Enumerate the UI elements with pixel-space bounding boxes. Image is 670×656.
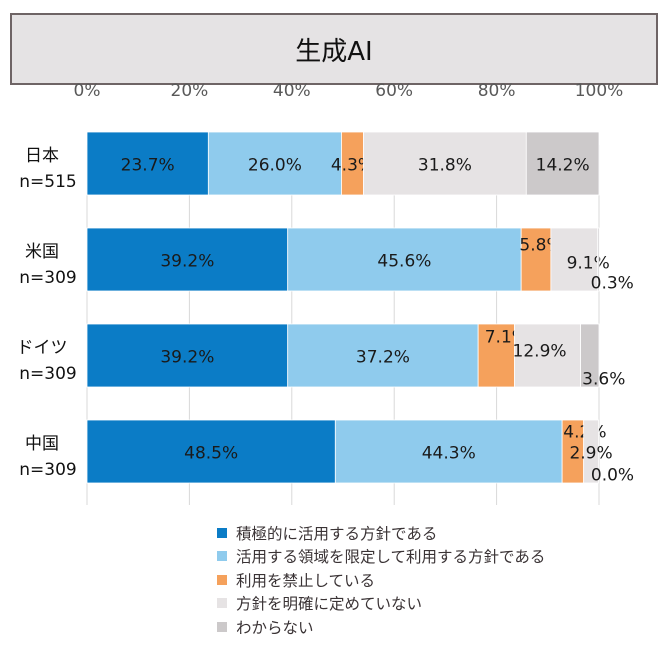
category-label: 米国 xyxy=(25,242,59,262)
legend-item: 利用を禁止している xyxy=(217,568,545,592)
data-label: 12.9% xyxy=(513,342,567,362)
bar-segment xyxy=(86,323,289,388)
data-label: 26.0% xyxy=(248,156,302,176)
category-n: n=309 xyxy=(19,460,76,480)
data-label: 39.2% xyxy=(160,348,214,368)
data-label: 44.3% xyxy=(422,444,476,464)
x-tick-label: 20% xyxy=(171,81,209,101)
bar-segment xyxy=(207,131,342,196)
data-label: 0.3% xyxy=(591,274,634,294)
legend-swatch xyxy=(217,598,227,609)
legend-swatch xyxy=(217,527,227,538)
legend-item: 積極的に活用する方針である xyxy=(217,521,545,545)
data-label: 2.9% xyxy=(569,444,612,464)
legend-swatch xyxy=(217,551,227,562)
data-label: 39.2% xyxy=(160,252,214,272)
legend-item: 活用する領域を限定して利用する方針である xyxy=(217,545,545,569)
category-n: n=309 xyxy=(19,268,76,288)
x-tick-label: 0% xyxy=(74,81,101,101)
legend-item: 方針を明確に定めていない xyxy=(217,592,545,616)
data-label: 9.1% xyxy=(567,254,610,274)
chart-title: 生成AI xyxy=(10,13,658,85)
x-tick-label: 40% xyxy=(273,81,311,101)
legend-label: 方針を明確に定めていない xyxy=(236,595,423,614)
data-label: 48.5% xyxy=(184,444,238,464)
legend-swatch xyxy=(217,574,227,585)
bar-segment xyxy=(520,227,552,292)
bar-segment xyxy=(525,131,600,196)
category-label: ドイツ xyxy=(17,338,68,358)
bar-segment xyxy=(477,323,515,388)
legend-label: 利用を禁止している xyxy=(236,571,376,590)
bar-segment xyxy=(86,131,209,196)
legend-label: わからない xyxy=(236,618,314,637)
x-tick-label: 60% xyxy=(375,81,413,101)
data-label: 31.8% xyxy=(418,156,472,176)
bar-segment xyxy=(334,419,563,484)
bar-segment xyxy=(86,419,336,484)
category-label: 中国 xyxy=(25,434,59,454)
bar-segment xyxy=(514,323,581,388)
data-label: 0.0% xyxy=(591,466,634,486)
bar-segment xyxy=(86,227,289,292)
x-tick-label: 80% xyxy=(478,81,516,101)
category-n: n=309 xyxy=(19,364,76,384)
data-label: 23.7% xyxy=(121,156,175,176)
data-label: 14.2% xyxy=(536,156,590,176)
bar-segment xyxy=(580,323,600,388)
legend-label: 積極的に活用する方針である xyxy=(236,524,438,543)
legend-swatch xyxy=(217,621,227,632)
bar-segment xyxy=(583,419,599,484)
bar-segment xyxy=(550,227,598,292)
data-label: 3.6% xyxy=(582,370,625,390)
bar-segment xyxy=(287,323,479,388)
legend-label: 活用する領域を限定して利用する方針である xyxy=(236,548,546,567)
category-label: 日本 xyxy=(25,146,59,166)
legend-item: わからない xyxy=(217,615,545,639)
data-label: 37.2% xyxy=(356,348,410,368)
bar-segment xyxy=(597,227,600,292)
data-label: 45.6% xyxy=(377,252,431,272)
category-n: n=515 xyxy=(19,172,76,192)
legend: 積極的に活用する方針である活用する領域を限定して利用する方針である 利用を禁止して… xyxy=(217,521,545,639)
x-tick-label: 100% xyxy=(575,81,624,101)
